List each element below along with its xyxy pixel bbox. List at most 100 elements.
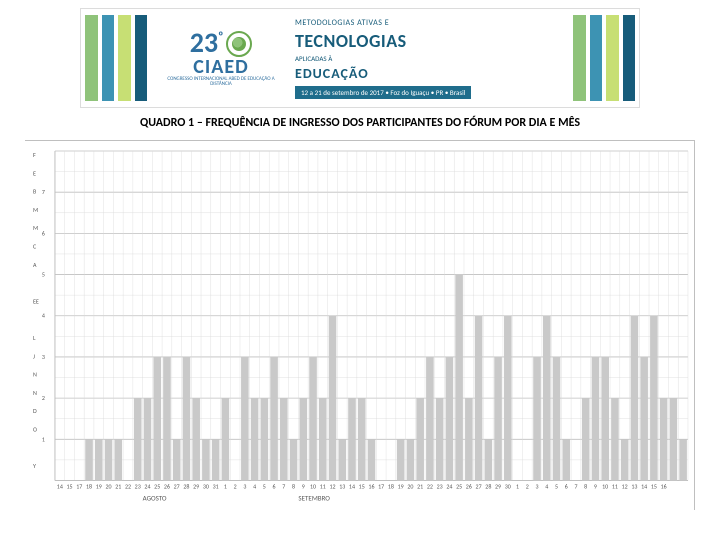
svg-text:B: B xyxy=(33,188,36,196)
svg-text:15: 15 xyxy=(67,482,73,490)
svg-text:13: 13 xyxy=(631,482,637,490)
svg-text:5: 5 xyxy=(555,482,558,490)
svg-text:20: 20 xyxy=(407,482,413,490)
svg-text:24: 24 xyxy=(144,482,150,490)
svg-text:6: 6 xyxy=(42,229,45,237)
tagline-line1: METODOLOGIAS ATIVAS E xyxy=(295,18,471,28)
svg-text:7: 7 xyxy=(282,482,285,490)
svg-text:28: 28 xyxy=(485,482,491,490)
svg-text:2: 2 xyxy=(42,394,45,402)
svg-text:22: 22 xyxy=(427,482,433,490)
svg-text:N: N xyxy=(33,371,37,379)
svg-text:20: 20 xyxy=(105,482,111,490)
svg-text:8: 8 xyxy=(292,482,295,490)
svg-text:27: 27 xyxy=(476,482,482,490)
svg-text:13: 13 xyxy=(339,482,345,490)
chart-title: QUADRO 1 – FREQUÊNCIA DE INGRESSO DOS PA… xyxy=(70,116,650,130)
svg-text:AGOSTO: AGOSTO xyxy=(143,493,167,502)
svg-text:6: 6 xyxy=(273,482,276,490)
svg-text:3: 3 xyxy=(42,353,45,361)
chart-svg: FEBMMCAEELJNNDOY123456714151718192021222… xyxy=(25,141,694,510)
svg-text:26: 26 xyxy=(466,482,472,490)
svg-text:30: 30 xyxy=(505,482,511,490)
svg-text:SETEMBRO: SETEMBRO xyxy=(298,493,330,502)
svg-text:19: 19 xyxy=(398,482,404,490)
event-banner: 23 º CIAED CONGRESSO INTERNACIONAL ABED … xyxy=(80,8,640,108)
svg-text:21: 21 xyxy=(417,482,423,490)
svg-text:2: 2 xyxy=(234,482,237,490)
svg-text:4: 4 xyxy=(545,482,548,490)
svg-text:Y: Y xyxy=(33,462,36,470)
svg-text:4: 4 xyxy=(42,312,45,320)
svg-text:11: 11 xyxy=(320,482,326,490)
svg-text:7: 7 xyxy=(574,482,577,490)
svg-text:24: 24 xyxy=(446,482,452,490)
svg-text:1: 1 xyxy=(516,482,519,490)
event-date-strip: 12 a 21 de setembro de 2017 • Foz do Igu… xyxy=(295,86,471,99)
svg-text:16: 16 xyxy=(368,482,374,490)
svg-text:16: 16 xyxy=(661,482,667,490)
svg-text:25: 25 xyxy=(456,482,462,490)
logo-text: CIAED xyxy=(193,57,248,77)
svg-text:9: 9 xyxy=(594,482,597,490)
banner-center: 23 º CIAED CONGRESSO INTERNACIONAL ABED … xyxy=(151,9,569,107)
logo-number: 23 xyxy=(190,29,218,57)
svg-text:8: 8 xyxy=(584,482,587,490)
tagline-line2: TECNOLOGIAS xyxy=(295,30,471,52)
svg-text:4: 4 xyxy=(253,482,256,490)
svg-text:27: 27 xyxy=(174,482,180,490)
svg-text:14: 14 xyxy=(641,482,647,490)
svg-text:19: 19 xyxy=(96,482,102,490)
svg-text:5: 5 xyxy=(263,482,266,490)
svg-text:9: 9 xyxy=(302,482,305,490)
banner-stripes-left xyxy=(81,9,151,107)
svg-text:21: 21 xyxy=(115,482,121,490)
svg-text:18: 18 xyxy=(388,482,394,490)
svg-text:11: 11 xyxy=(612,482,618,490)
banner-stripes-right xyxy=(569,9,639,107)
svg-text:5: 5 xyxy=(42,271,45,279)
svg-text:25: 25 xyxy=(154,482,160,490)
svg-text:EE: EE xyxy=(33,297,39,305)
svg-text:12: 12 xyxy=(622,482,628,490)
banner-tagline: METODOLOGIAS ATIVAS E TECNOLOGIAS APLICA… xyxy=(295,18,471,99)
svg-text:29: 29 xyxy=(193,482,199,490)
frequency-bar-chart: FEBMMCAEELJNNDOY123456714151718192021222… xyxy=(25,140,695,510)
svg-text:17: 17 xyxy=(76,482,82,490)
svg-text:31: 31 xyxy=(213,482,219,490)
svg-text:12: 12 xyxy=(329,482,335,490)
ciaed-logo: 23 º CIAED CONGRESSO INTERNACIONAL ABED … xyxy=(161,29,281,87)
svg-text:N: N xyxy=(33,389,37,397)
svg-text:3: 3 xyxy=(536,482,539,490)
svg-text:30: 30 xyxy=(203,482,209,490)
svg-text:15: 15 xyxy=(359,482,365,490)
svg-text:23: 23 xyxy=(135,482,141,490)
svg-text:14: 14 xyxy=(349,482,355,490)
svg-text:26: 26 xyxy=(164,482,170,490)
svg-text:M: M xyxy=(33,206,38,214)
svg-text:1: 1 xyxy=(224,482,227,490)
tagline-line3: APLICADAS À xyxy=(295,54,471,63)
svg-text:J: J xyxy=(33,352,35,360)
tagline-line4: EDUCAÇÃO xyxy=(295,65,471,82)
svg-text:18: 18 xyxy=(86,482,92,490)
globe-icon xyxy=(226,31,252,57)
svg-text:3: 3 xyxy=(243,482,246,490)
svg-text:O: O xyxy=(33,426,37,434)
svg-text:14: 14 xyxy=(57,482,63,490)
svg-text:10: 10 xyxy=(602,482,608,490)
svg-text:A: A xyxy=(33,261,37,269)
svg-text:6: 6 xyxy=(565,482,568,490)
svg-text:15: 15 xyxy=(651,482,657,490)
svg-text:10: 10 xyxy=(310,482,316,490)
svg-text:M: M xyxy=(33,224,38,232)
svg-text:17: 17 xyxy=(378,482,384,490)
svg-text:23: 23 xyxy=(437,482,443,490)
svg-text:2: 2 xyxy=(526,482,529,490)
svg-text:D: D xyxy=(33,407,37,415)
svg-text:28: 28 xyxy=(183,482,189,490)
svg-text:22: 22 xyxy=(125,482,131,490)
svg-text:29: 29 xyxy=(495,482,501,490)
svg-text:7: 7 xyxy=(42,188,45,196)
logo-subtitle: CONGRESSO INTERNACIONAL ABED DE EDUCAÇÃO… xyxy=(161,77,281,87)
